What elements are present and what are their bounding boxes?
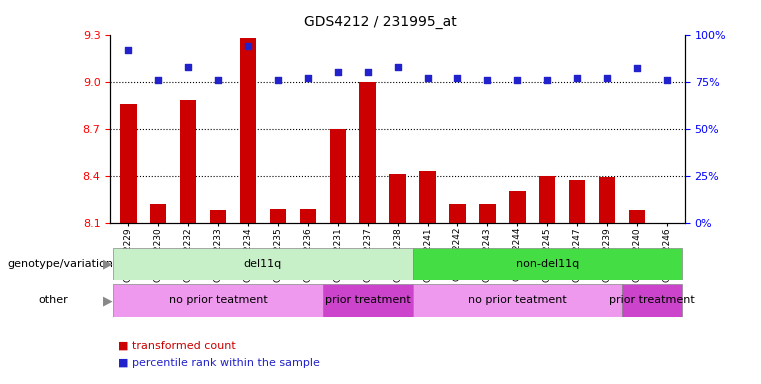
Point [601, 75, 613, 81]
Bar [180, 101, 196, 223]
Bar [449, 204, 466, 223]
Bar [359, 82, 376, 223]
Text: ■ transformed count: ■ transformed count [118, 341, 236, 351]
Text: non-del11q: non-del11q [516, 259, 579, 269]
Bar [412, 284, 622, 317]
Bar [113, 248, 412, 280]
Bar [113, 284, 323, 317]
Bar [269, 209, 286, 223]
Text: no prior teatment: no prior teatment [169, 295, 267, 306]
Bar [120, 104, 136, 223]
Bar [419, 171, 436, 223]
Bar [622, 284, 682, 317]
Point [481, 77, 493, 83]
Text: del11q: del11q [244, 259, 282, 269]
Point [123, 46, 135, 53]
Point [242, 43, 254, 49]
Bar [539, 176, 556, 223]
Bar [323, 284, 412, 317]
Point [332, 69, 344, 75]
Bar [599, 177, 616, 223]
Bar [479, 204, 495, 223]
Text: no prior teatment: no prior teatment [468, 295, 567, 306]
Point [272, 77, 284, 83]
Point [451, 75, 463, 81]
Point [152, 77, 164, 83]
Bar [412, 248, 682, 280]
Text: genotype/variation: genotype/variation [8, 259, 113, 269]
Point [661, 77, 673, 83]
Bar [629, 210, 645, 223]
Bar [150, 204, 167, 223]
Bar [210, 210, 226, 223]
Point [422, 75, 434, 81]
Bar [300, 209, 316, 223]
Point [541, 77, 553, 83]
Text: other: other [38, 295, 68, 306]
Text: GDS4212 / 231995_at: GDS4212 / 231995_at [304, 15, 457, 29]
Point [361, 69, 374, 75]
Bar [390, 174, 406, 223]
Text: ▶: ▶ [103, 258, 113, 270]
Text: ■ percentile rank within the sample: ■ percentile rank within the sample [118, 358, 320, 368]
Point [571, 75, 583, 81]
Bar [509, 191, 526, 223]
Point [511, 77, 524, 83]
Point [631, 65, 643, 71]
Point [212, 77, 224, 83]
Point [182, 63, 194, 70]
Text: ▶: ▶ [103, 294, 113, 307]
Text: prior treatment: prior treatment [325, 295, 411, 306]
Bar [569, 180, 585, 223]
Point [302, 75, 314, 81]
Bar [330, 129, 346, 223]
Point [391, 63, 403, 70]
Text: prior treatment: prior treatment [609, 295, 695, 306]
Bar [240, 38, 256, 223]
